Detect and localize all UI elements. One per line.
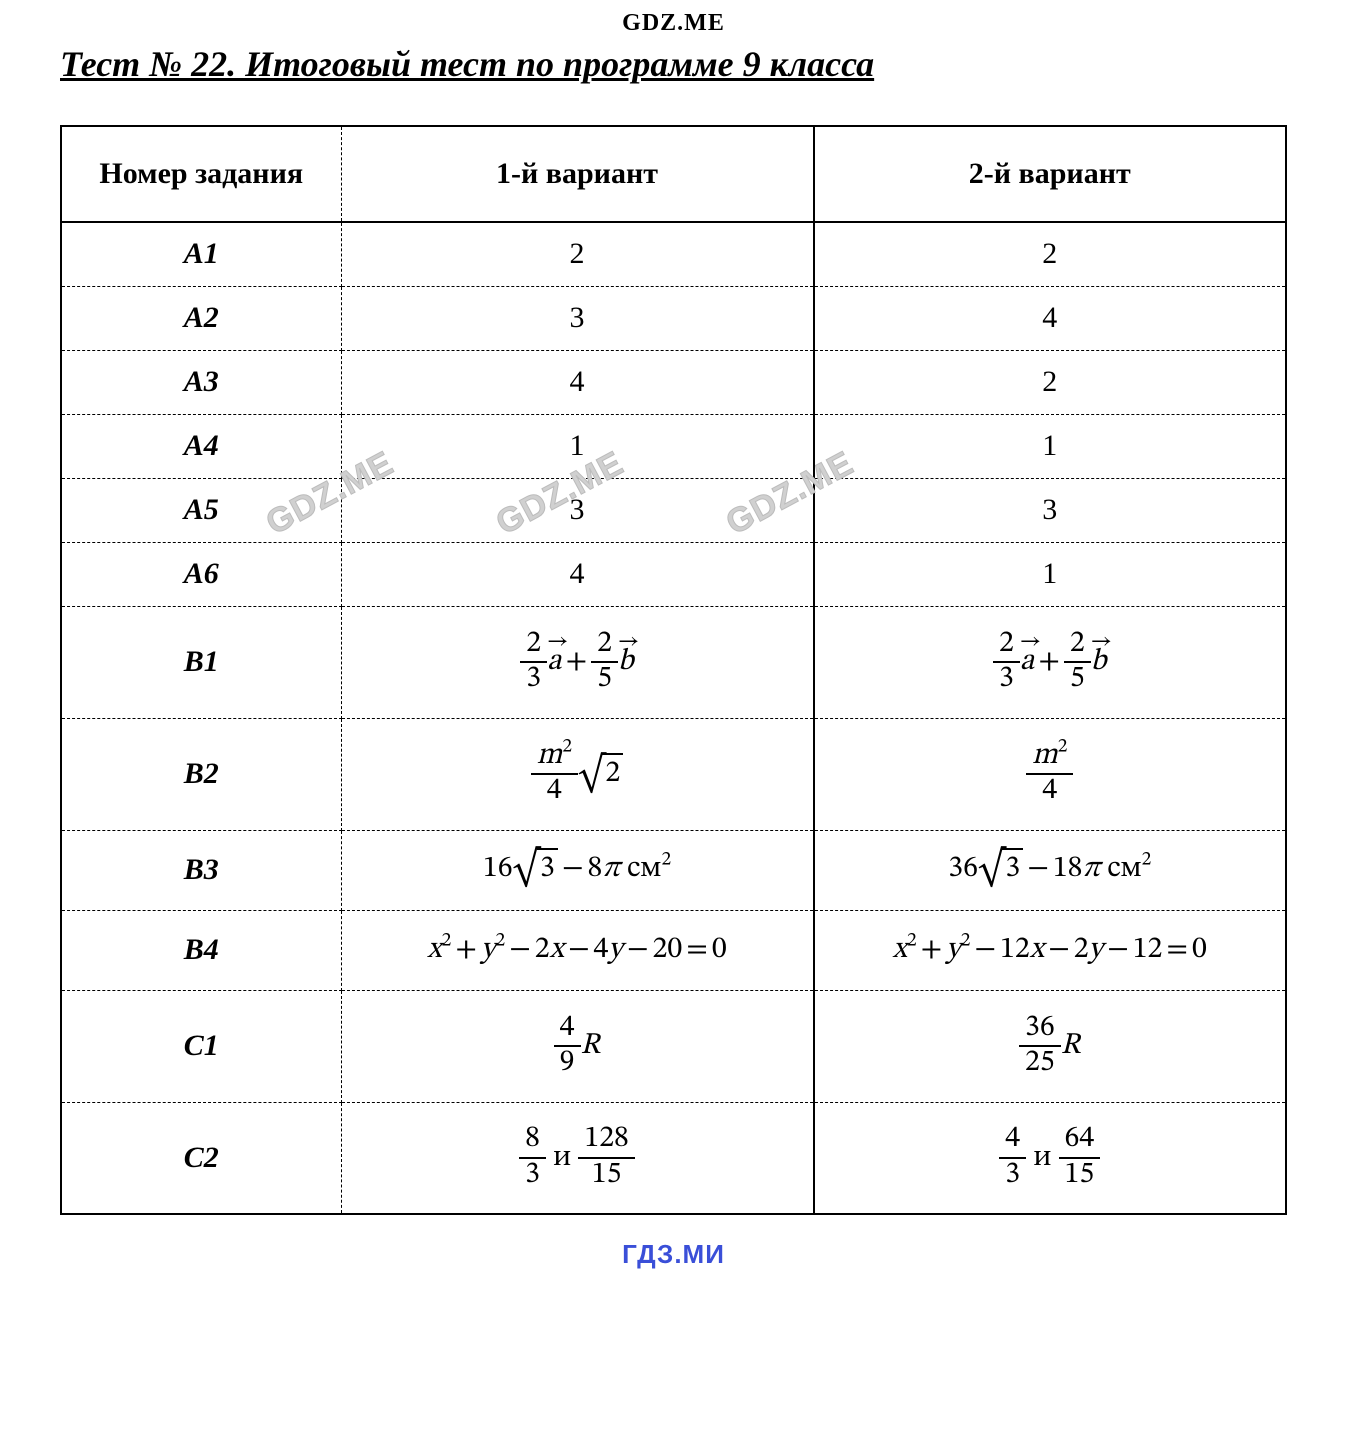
answer-v2: 2	[1042, 365, 1057, 398]
table-row: B4 x2+y2−2x−4y−20=0 x2+y2−12x−2y−12=0	[61, 910, 1286, 990]
table-row: B2 m24√2 m24	[61, 718, 1286, 830]
table-row: B3 16√3−8π см2 36√3−18π см2	[61, 830, 1286, 910]
answer-v2: 2	[1042, 237, 1057, 270]
table-header-row: Номер задания 1-й вариант 2-й вариант	[61, 126, 1286, 222]
task-id: C1	[184, 1029, 219, 1062]
task-id: A4	[184, 429, 219, 462]
table-row: A1 2 2	[61, 222, 1286, 286]
table-row: C2 83 и 12815 43 и 6415	[61, 1102, 1286, 1214]
table-row: A2 3 4	[61, 286, 1286, 350]
answer-v2: 1	[1042, 557, 1057, 590]
answer-v1: 83 и 12815	[519, 1143, 635, 1173]
answer-v1: x2+y2−2x−4y−20=0	[427, 935, 726, 965]
page-title: Тест № 22. Итоговый тест по программе 9 …	[60, 43, 1287, 85]
table-row: A3 4 2	[61, 350, 1286, 414]
answer-v1: m24√2	[531, 759, 623, 789]
task-id: B4	[184, 933, 219, 966]
col-header-variant1: 1-й вариант	[341, 126, 814, 222]
task-id: B2	[184, 757, 219, 790]
answer-v1: 1	[570, 429, 585, 462]
watermark-top: GDZ.ME	[60, 10, 1287, 37]
answer-v1: 23a+25b	[520, 647, 633, 677]
task-id: C2	[184, 1141, 219, 1174]
answer-v1: 3	[570, 493, 585, 526]
answer-v2: 23a+25b	[993, 647, 1106, 677]
task-id: B1	[184, 645, 219, 678]
watermark-bottom: ГДЗ.МИ	[60, 1239, 1287, 1270]
answer-v2: 4	[1042, 301, 1057, 334]
answer-v1: 16√3−8π см2	[483, 854, 671, 884]
answers-table: Номер задания 1-й вариант 2-й вариант A1…	[60, 125, 1287, 1215]
table-row: B1 23a+25b 23a+25b	[61, 606, 1286, 718]
task-id: A3	[184, 365, 219, 398]
answer-v2: 36√3−18π см2	[948, 854, 1151, 884]
page: GDZ.ME Тест № 22. Итоговый тест по прогр…	[0, 0, 1347, 1300]
answer-v1: 3	[570, 301, 585, 334]
answer-v2: 1	[1042, 429, 1057, 462]
task-id: A1	[184, 237, 219, 270]
answer-v2: 3625R	[1019, 1031, 1080, 1061]
table-row: C1 49R 3625R	[61, 990, 1286, 1102]
answer-v1: 2	[570, 237, 585, 270]
answer-v2: 43 и 6415	[999, 1143, 1100, 1173]
col-header-variant2: 2-й вариант	[814, 126, 1287, 222]
table-row: A5 GDZ.ME GDZ.ME GDZ.ME 3 3	[61, 478, 1286, 542]
task-id: A2	[184, 301, 219, 334]
task-id: B3	[184, 853, 219, 886]
table-body: A1 2 2 A2 3 4 A3 4 2 A4 1 1 A5	[61, 222, 1286, 1214]
table-row: A6 4 1	[61, 542, 1286, 606]
task-id: A6	[184, 557, 219, 590]
task-id: A5	[184, 493, 219, 526]
col-header-task: Номер задания	[61, 126, 341, 222]
answer-v2: m24	[1026, 759, 1073, 789]
answer-v2: 3	[1042, 493, 1057, 526]
table-row: A4 1 1	[61, 414, 1286, 478]
answer-v1: 4	[570, 557, 585, 590]
answer-v1: 49R	[554, 1031, 601, 1061]
answer-v2: x2+y2−12x−2y−12=0	[893, 935, 1207, 965]
answer-v1: 4	[570, 365, 585, 398]
